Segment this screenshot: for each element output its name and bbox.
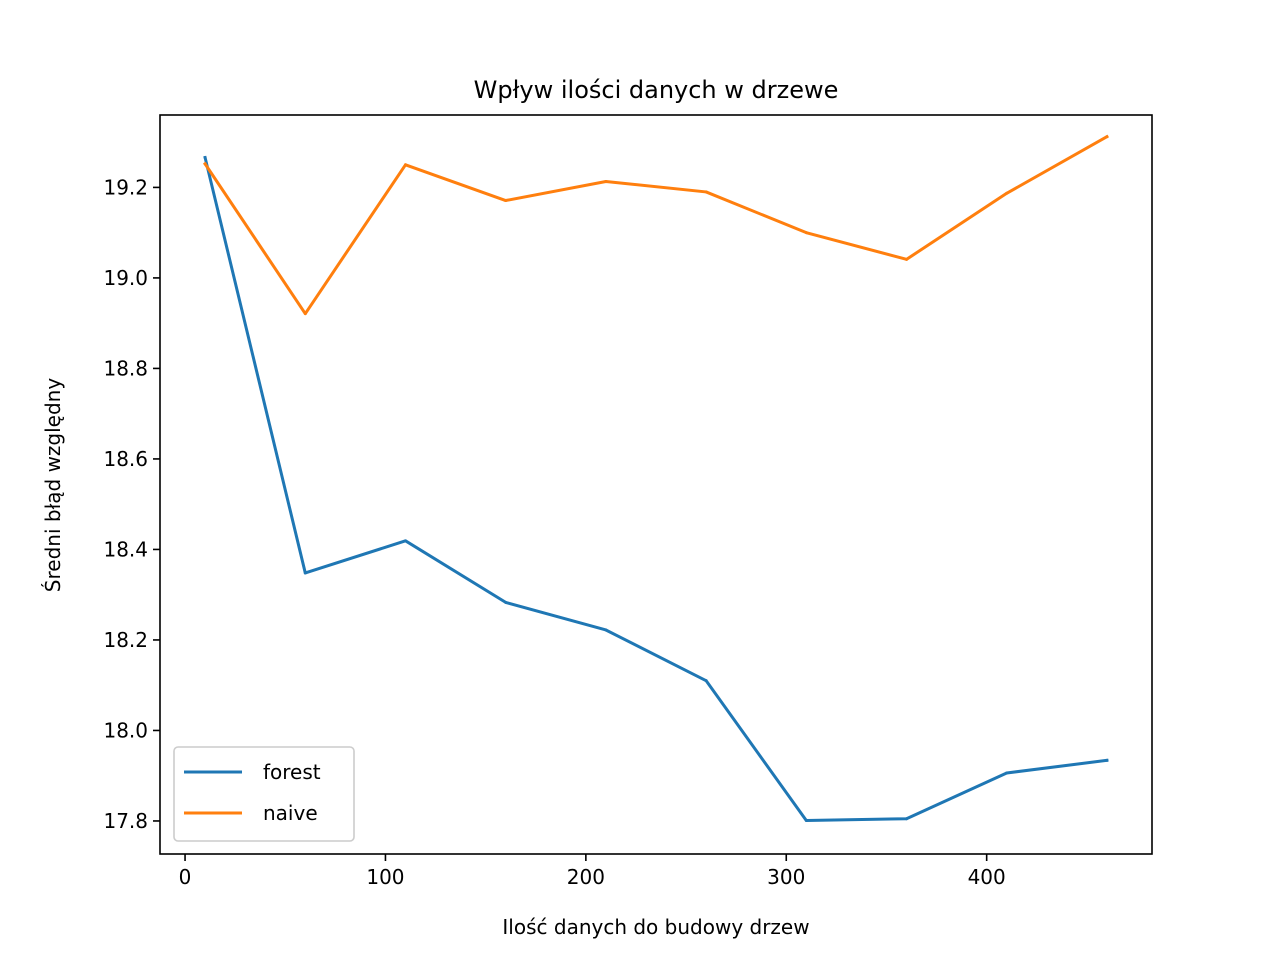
x-tick-label: 400 [968,865,1006,889]
y-tick-label: 18.8 [103,356,148,380]
y-tick-label: 18.4 [103,537,148,561]
y-tick-label: 19.2 [103,175,148,199]
y-axis-label: Średni błąd względny [41,378,65,593]
data-point-forest [203,156,207,160]
data-point-forest [804,819,808,823]
data-point-naive [804,231,808,235]
data-point-naive [905,257,909,261]
series-layer [203,134,1109,823]
y-tick-label: 17.8 [103,809,148,833]
legend: forest naive [173,746,355,842]
data-point-forest [1005,771,1009,775]
y-tick-label: 18.6 [103,447,148,471]
y-tick-label: 18.0 [103,718,148,742]
data-point-forest [905,817,909,821]
data-point-naive [403,163,407,167]
legend-label-naive: naive [263,801,318,825]
chart-title: Wpływ ilości danych w drzewe [474,76,839,104]
data-point-naive [704,190,708,194]
x-axis-label: Ilość danych do budowy drzew [502,915,809,939]
data-point-naive [303,312,307,316]
plot-area [159,114,1153,855]
x-tick-label: 100 [366,865,404,889]
data-point-forest [504,600,508,604]
plot-frame [159,114,1153,855]
data-point-naive [203,162,207,166]
x-tick-label: 300 [767,865,805,889]
x-tick-label: 200 [567,865,605,889]
data-point-forest [1105,758,1109,762]
series-line-naive [203,134,1109,316]
y-tick-label: 19.0 [103,266,148,290]
data-point-forest [704,679,708,683]
legend-label-forest: forest [263,760,321,784]
x-axis: 0 100 200 300 400 [179,854,1006,889]
plot-background [160,115,1152,854]
data-point-naive [504,199,508,203]
x-tick-label: 0 [179,865,192,889]
y-axis: 17.8 18.0 18.2 18.4 18.6 18.8 19.0 19.2 [103,175,160,833]
data-point-naive [1005,191,1009,195]
data-point-forest [604,628,608,632]
data-point-forest [403,539,407,543]
series-line-forest [203,155,1109,823]
data-point-forest [303,571,307,575]
y-tick-label: 18.2 [103,628,148,652]
legend-items: forest naive [184,760,321,825]
data-point-naive [1105,135,1109,139]
data-point-naive [604,180,608,184]
